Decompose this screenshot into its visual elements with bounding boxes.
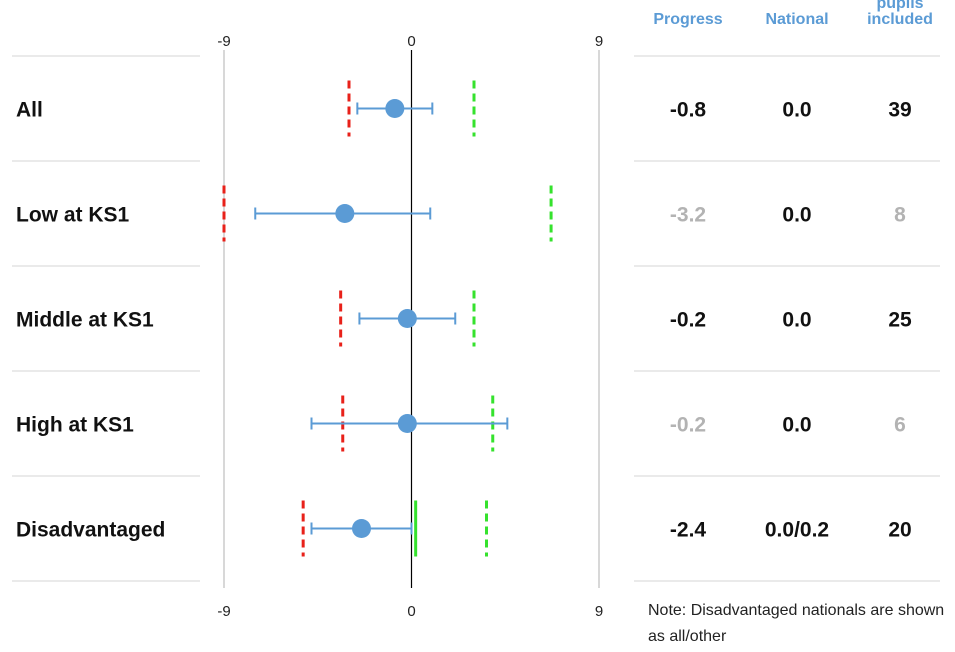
cell-progress: -3.2 [670,204,706,227]
cell-national: 0.0 [782,204,811,227]
table-header: pupils [876,0,923,12]
cell-progress: -2.4 [670,519,707,542]
cell-pupils: 39 [888,99,911,122]
x-tick-label-top: 0 [407,33,415,50]
x-tick-label-top: -9 [217,33,230,50]
cell-pupils: 8 [894,204,906,227]
row-label: Middle at KS1 [16,309,154,332]
progress-point [335,204,355,223]
cell-pupils: 20 [888,519,911,542]
x-tick-label-bottom: 0 [407,603,415,620]
cell-national: 0.0 [782,309,811,332]
x-tick-label-bottom: 9 [595,603,603,620]
cell-progress: -0.2 [670,309,706,332]
table-header: National [765,11,828,28]
row-label: All [16,99,43,122]
cell-pupils: 6 [894,414,906,437]
progress-point [385,99,405,118]
cell-national: 0.0 [782,414,811,437]
footnote: Note: Disadvantaged nationals are shown … [648,602,945,645]
table-header: Progress [653,11,722,28]
table-header: included [867,11,933,28]
progress-point [397,414,417,433]
cell-national: 0.0 [782,99,811,122]
row-label: High at KS1 [16,414,134,437]
row-label: Disadvantaged [16,519,165,542]
row-label: Low at KS1 [16,204,130,227]
progress-point [352,519,371,538]
x-tick-label-top: 9 [595,33,603,50]
cell-national: 0.0/0.2 [765,519,829,542]
x-tick-label-bottom: -9 [217,603,230,620]
cell-progress: -0.2 [670,414,706,437]
cell-progress: -0.8 [670,99,707,122]
progress-point [397,309,417,328]
cell-pupils: 25 [888,309,912,332]
